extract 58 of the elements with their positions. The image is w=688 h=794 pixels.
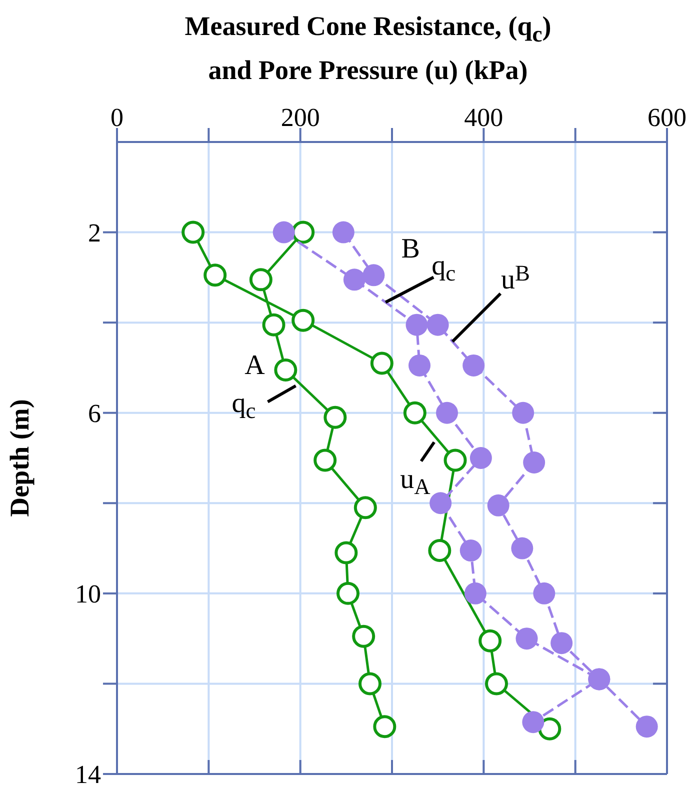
point xyxy=(550,632,573,654)
point xyxy=(274,358,298,382)
point xyxy=(373,715,396,738)
point xyxy=(485,672,508,696)
annotation: A q$_{c}$ xyxy=(232,350,266,422)
x-tick-label: 400 xyxy=(464,103,504,132)
point xyxy=(516,628,538,650)
y-tick-label: 14 xyxy=(75,760,101,790)
point xyxy=(292,220,315,244)
point xyxy=(470,447,492,469)
point xyxy=(430,492,452,514)
point xyxy=(204,264,227,287)
point xyxy=(487,494,510,516)
point xyxy=(478,629,502,652)
point xyxy=(436,402,458,424)
point xyxy=(406,314,428,336)
y-axis-title: Depth (m) xyxy=(4,399,35,517)
x-axis-title: Measured Cone Resistance, (q$_{c}$) and Pore Pressure (u) (kPa) xyxy=(184,10,552,88)
y-tick-label: 10 xyxy=(75,580,101,609)
point xyxy=(408,354,430,376)
point xyxy=(428,539,452,562)
point xyxy=(523,452,546,474)
x-tick-label: 200 xyxy=(280,103,320,132)
point xyxy=(262,313,286,336)
point xyxy=(460,540,482,562)
point xyxy=(444,448,467,472)
point xyxy=(426,314,449,336)
point xyxy=(336,582,360,605)
annotation: u$_{A}$ xyxy=(400,464,430,499)
point xyxy=(352,624,376,648)
point xyxy=(343,268,366,291)
point xyxy=(403,401,426,424)
point xyxy=(533,582,556,604)
x-tick-label: 600 xyxy=(648,103,686,132)
y-tick-label: 6 xyxy=(88,399,101,428)
point xyxy=(636,716,658,738)
point xyxy=(249,268,272,292)
point xyxy=(334,541,358,564)
point xyxy=(314,448,337,472)
point xyxy=(292,308,315,332)
annotation: u$^{B}$ xyxy=(501,260,530,296)
point xyxy=(512,402,534,424)
annotation: B q$_{c}$ xyxy=(401,233,456,285)
point xyxy=(332,221,354,244)
point xyxy=(538,717,562,740)
point xyxy=(370,352,394,375)
point xyxy=(354,496,377,520)
point xyxy=(182,220,205,244)
point xyxy=(464,582,486,604)
point xyxy=(522,711,544,734)
y-tick-label: 2 xyxy=(88,218,101,248)
point xyxy=(272,221,295,244)
x-tick-label: 0 xyxy=(110,103,124,132)
point xyxy=(462,354,485,376)
point xyxy=(511,537,534,560)
point xyxy=(362,264,385,286)
point xyxy=(324,406,347,429)
point xyxy=(358,672,382,696)
